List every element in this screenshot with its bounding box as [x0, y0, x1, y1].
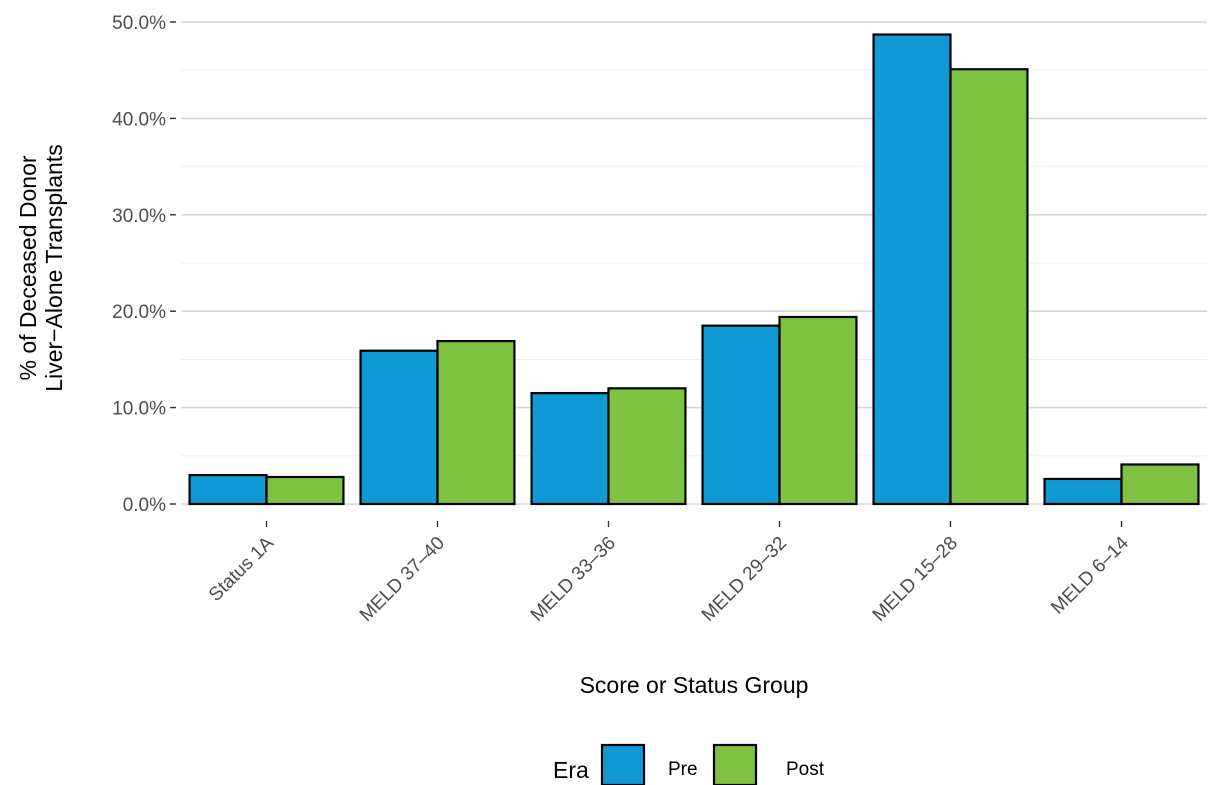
bar-post-5: [949, 68, 1029, 506]
bar-pre-3: [530, 392, 610, 506]
legend-title: Era: [553, 757, 589, 783]
bar-post-4: [778, 315, 858, 506]
legend-label-pre: Pre: [668, 759, 698, 780]
y-tick-label: 50.0%: [112, 13, 166, 34]
y-axis-title: % of Deceased Donor Liver−Alone Transpla…: [15, 144, 67, 391]
x-ticks: Status 1A MELD 37–40 MELD 33–36 MELD 29–32 M…: [205, 521, 1133, 626]
y-axis-title-line-2: Liver−Alone Transplants: [41, 144, 67, 391]
bar-post-3: [607, 387, 687, 506]
bar-post-1: [265, 475, 345, 506]
legend-key-post: [712, 743, 758, 785]
x-tick-label: Status 1A: [205, 532, 278, 605]
bar-post-2: [436, 339, 516, 506]
bars: [188, 33, 1200, 506]
x-tick-label: MELD 29–32: [698, 533, 791, 626]
y-axis-title-line-1: % of Deceased Donor: [15, 155, 41, 380]
bar-pre-2: [359, 349, 439, 506]
legend-label-post: Post: [786, 759, 825, 780]
bar-pre-6: [1043, 477, 1123, 506]
y-tick-label: 40.0%: [112, 109, 166, 130]
x-tick-label: MELD 6–14: [1047, 532, 1133, 618]
legend-key-pre: [600, 743, 646, 785]
x-tick-label: MELD 37–40: [356, 533, 449, 626]
y-tick-label: 0.0%: [123, 495, 166, 516]
x-axis-title: Score or Status Group: [580, 672, 809, 698]
y-tick-label: 10.0%: [112, 399, 166, 420]
y-tick-labels: 0.0% 10.0% 20.0% 30.0% 40.0% 50.0%: [112, 13, 176, 516]
bar-pre-5: [872, 33, 952, 506]
legend: Era Pre Post: [553, 743, 825, 785]
x-tick-label: MELD 33–36: [527, 533, 620, 626]
bar-pre-1: [188, 473, 268, 506]
grid-lines: [181, 21, 1207, 505]
y-tick-label: 20.0%: [112, 302, 166, 323]
bar-pre-4: [701, 324, 781, 506]
bar-post-6: [1120, 463, 1200, 506]
x-tick-label: MELD 15–28: [869, 533, 962, 626]
y-tick-label: 30.0%: [112, 206, 166, 227]
